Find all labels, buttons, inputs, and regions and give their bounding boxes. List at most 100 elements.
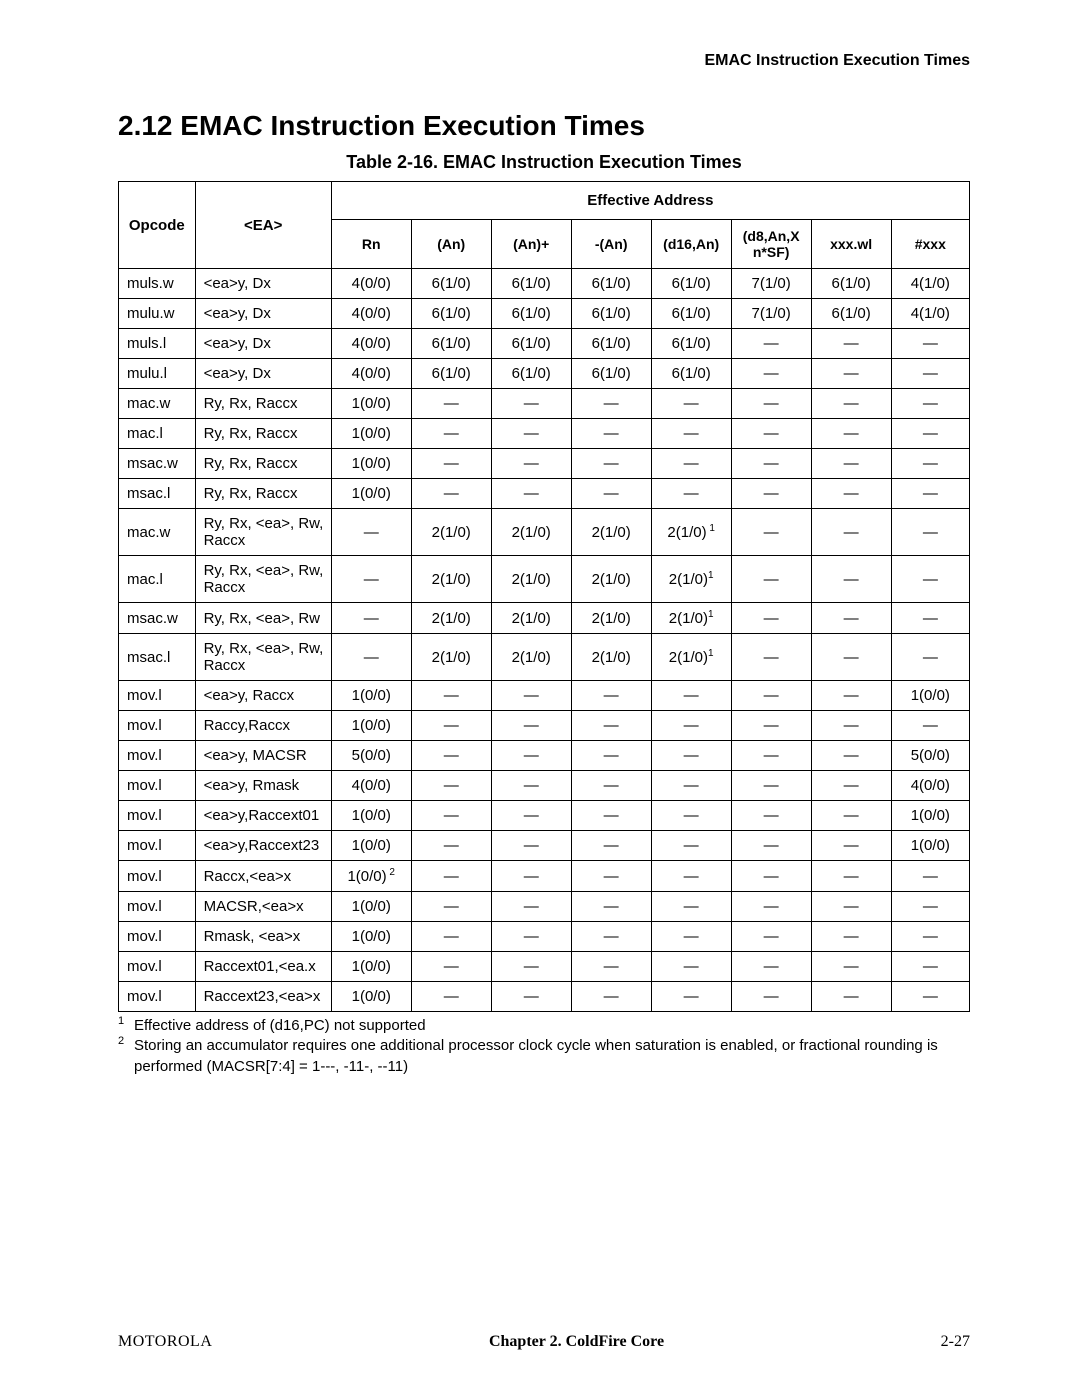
cell-timing: —	[651, 449, 731, 479]
table-caption: Table 2-16. EMAC Instruction Execution T…	[118, 152, 970, 173]
running-head: EMAC Instruction Execution Times	[118, 52, 970, 70]
cell-timing: —	[491, 419, 571, 449]
cell-timing: —	[651, 861, 731, 892]
cell-timing: —	[811, 892, 891, 922]
cell-opcode: mov.l	[119, 741, 196, 771]
col-rn: Rn	[331, 220, 411, 269]
cell-timing: 1(0/0)	[891, 681, 969, 711]
cell-timing: —	[891, 359, 969, 389]
cell-timing: 6(1/0)	[411, 269, 491, 299]
cell-timing: 1(0/0)	[331, 389, 411, 419]
cell-timing: —	[811, 634, 891, 681]
cell-timing: —	[491, 681, 571, 711]
cell-timing: 1(0/0)	[331, 952, 411, 982]
cell-ea: <ea>y, Dx	[195, 269, 331, 299]
cell-timing: —	[731, 634, 811, 681]
cell-timing: —	[731, 419, 811, 449]
cell-ea: Raccext23,<ea>x	[195, 982, 331, 1012]
cell-timing: 1(0/0)	[331, 801, 411, 831]
cell-timing: —	[811, 922, 891, 952]
cell-timing: —	[491, 801, 571, 831]
cell-timing: —	[571, 389, 651, 419]
cell-timing: —	[651, 419, 731, 449]
cell-timing: —	[891, 982, 969, 1012]
cell-timing: 4(1/0)	[891, 299, 969, 329]
table-row: mov.l<ea>y,Raccext011(0/0)——————1(0/0)	[119, 801, 970, 831]
cell-timing: 4(0/0)	[331, 771, 411, 801]
cell-timing: —	[571, 831, 651, 861]
cell-timing: 2(1/0)	[411, 556, 491, 603]
cell-timing: —	[731, 982, 811, 1012]
cell-timing: —	[571, 892, 651, 922]
cell-timing: 6(1/0)	[651, 269, 731, 299]
cell-timing: —	[811, 681, 891, 711]
cell-ea: Ry, Rx, <ea>, Rw, Raccx	[195, 634, 331, 681]
cell-timing: —	[811, 741, 891, 771]
cell-timing: 1(0/0)	[331, 982, 411, 1012]
cell-timing: —	[571, 479, 651, 509]
cell-ea: <ea>y, Dx	[195, 359, 331, 389]
cell-timing: —	[331, 509, 411, 556]
table-row: mov.lMACSR,<ea>x1(0/0)———————	[119, 892, 970, 922]
table-row: mulu.w<ea>y, Dx4(0/0)6(1/0)6(1/0)6(1/0)6…	[119, 299, 970, 329]
cell-timing: —	[891, 556, 969, 603]
cell-timing: —	[731, 359, 811, 389]
cell-timing: 2(1/0)	[571, 509, 651, 556]
cell-timing: 6(1/0)	[411, 359, 491, 389]
cell-ea: Raccx,<ea>x	[195, 861, 331, 892]
cell-timing: —	[731, 389, 811, 419]
col-xxxwl: xxx.wl	[811, 220, 891, 269]
footer-left: MOTOROLA	[118, 1333, 212, 1351]
cell-timing: —	[811, 861, 891, 892]
cell-opcode: mov.l	[119, 982, 196, 1012]
cell-timing: —	[811, 359, 891, 389]
cell-ea: Ry, Rx, <ea>, Rw	[195, 603, 331, 634]
cell-timing: —	[331, 634, 411, 681]
cell-timing: 6(1/0)	[491, 299, 571, 329]
cell-timing: —	[811, 389, 891, 419]
cell-timing: 2(1/0)	[411, 509, 491, 556]
table-row: mac.lRy, Rx, <ea>, Rw, Raccx—2(1/0)2(1/0…	[119, 556, 970, 603]
table-row: mov.lRaccext01,<ea.x1(0/0)———————	[119, 952, 970, 982]
exec-times-table: Opcode <EA> Effective Address Rn (An) (A…	[118, 181, 970, 1012]
cell-timing: —	[891, 419, 969, 449]
cell-opcode: muls.w	[119, 269, 196, 299]
cell-timing: —	[571, 681, 651, 711]
cell-timing: 1(0/0)	[331, 711, 411, 741]
cell-timing: —	[891, 861, 969, 892]
cell-timing: —	[731, 922, 811, 952]
cell-timing: —	[651, 831, 731, 861]
cell-timing: —	[571, 801, 651, 831]
cell-timing: —	[491, 711, 571, 741]
cell-timing: —	[731, 861, 811, 892]
table-row: mov.lRaccx,<ea>x1(0/0) 2———————	[119, 861, 970, 892]
col-anp: (An)+	[491, 220, 571, 269]
cell-opcode: mac.l	[119, 419, 196, 449]
footnote: 2Storing an accumulator requires one add…	[118, 1036, 970, 1077]
table-row: mulu.l<ea>y, Dx4(0/0)6(1/0)6(1/0)6(1/0)6…	[119, 359, 970, 389]
cell-timing: —	[411, 681, 491, 711]
cell-timing: 4(0/0)	[331, 299, 411, 329]
col-ea: <EA>	[195, 182, 331, 269]
table-row: msac.wRy, Rx, <ea>, Rw—2(1/0)2(1/0)2(1/0…	[119, 603, 970, 634]
cell-timing: —	[651, 681, 731, 711]
cell-timing: —	[891, 892, 969, 922]
cell-timing: —	[331, 603, 411, 634]
cell-timing: —	[731, 329, 811, 359]
table-body: muls.w<ea>y, Dx4(0/0)6(1/0)6(1/0)6(1/0)6…	[119, 269, 970, 1012]
cell-timing: 5(0/0)	[331, 741, 411, 771]
cell-timing: —	[731, 771, 811, 801]
cell-opcode: mov.l	[119, 892, 196, 922]
table-row: muls.l<ea>y, Dx4(0/0)6(1/0)6(1/0)6(1/0)6…	[119, 329, 970, 359]
col-man: -(An)	[571, 220, 651, 269]
cell-timing: —	[891, 329, 969, 359]
cell-timing: —	[491, 831, 571, 861]
cell-timing: —	[811, 419, 891, 449]
col-opcode: Opcode	[119, 182, 196, 269]
cell-ea: Ry, Rx, Raccx	[195, 419, 331, 449]
cell-timing: —	[651, 952, 731, 982]
footnotes: 1Effective address of (d16,PC) not suppo…	[118, 1016, 970, 1077]
cell-timing: 2(1/0)1	[651, 634, 731, 681]
cell-timing: 2(1/0)	[491, 556, 571, 603]
cell-timing: —	[891, 509, 969, 556]
